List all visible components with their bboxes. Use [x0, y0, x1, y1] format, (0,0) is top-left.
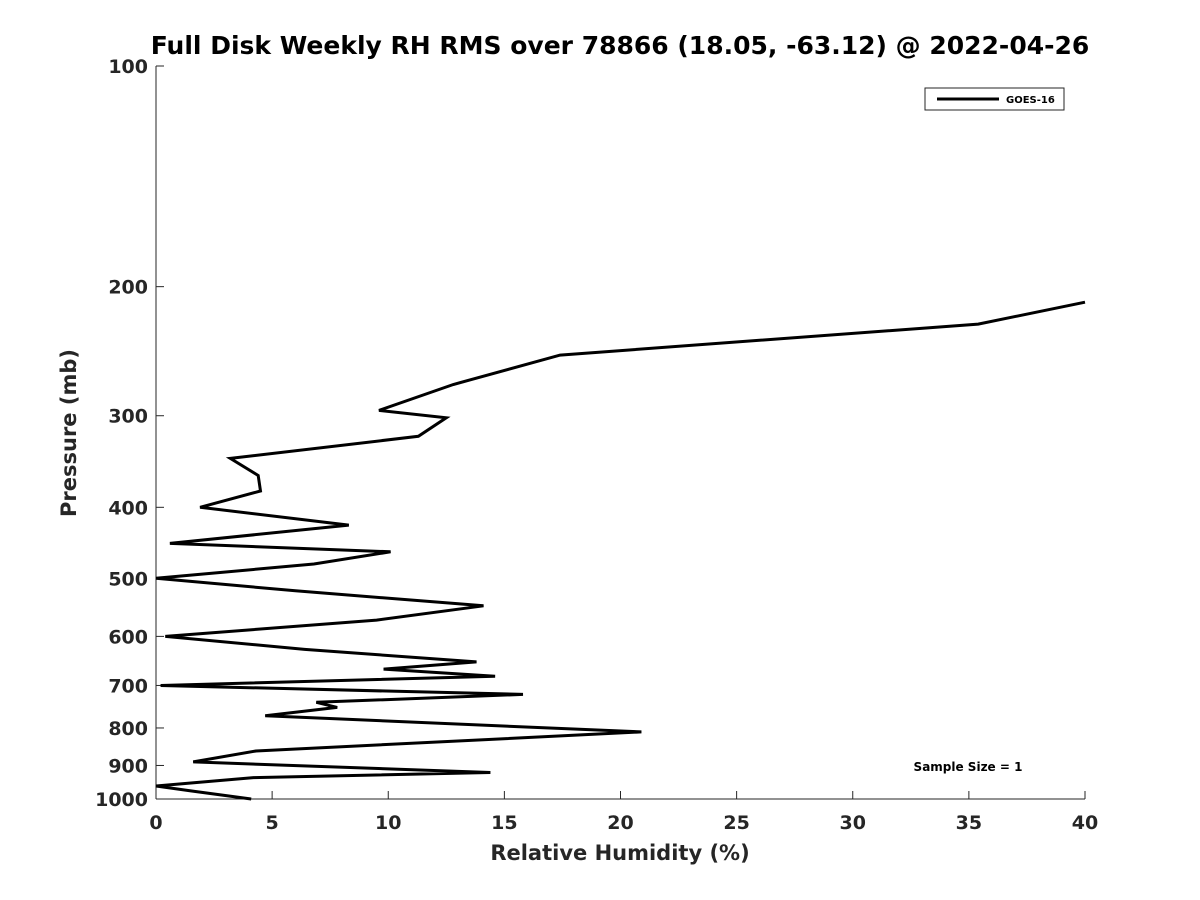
- y-tick-label: 900: [108, 755, 148, 777]
- series-layer: [155, 300, 1086, 801]
- x-tick-label: 20: [607, 812, 633, 834]
- y-axis-label: Pressure (mb): [57, 349, 81, 517]
- y-tick-label: 400: [108, 497, 148, 519]
- sample-size-annotation: Sample Size = 1: [914, 760, 1023, 774]
- x-tick-label: 15: [491, 812, 517, 834]
- x-tick-label: 10: [375, 812, 401, 834]
- x-tick-label: 30: [840, 812, 866, 834]
- x-ticks: 0 5 10 15 20 25 30 35 40: [149, 791, 1098, 834]
- y-tick-label: 1000: [95, 789, 148, 811]
- y-tick-label: 500: [108, 568, 148, 590]
- y-tick-label: 300: [108, 406, 148, 428]
- x-tick-label: 5: [266, 812, 279, 834]
- series-line: [155, 300, 1086, 801]
- x-tick-label: 0: [149, 812, 162, 834]
- legend-label: GOES-16: [1006, 95, 1055, 106]
- chart-title: Full Disk Weekly RH RMS over 78866 (18.0…: [151, 31, 1090, 60]
- y-ticks: 100 200 300 400 500 600 700 800 900 1000: [95, 56, 164, 811]
- x-tick-label: 40: [1072, 812, 1098, 834]
- y-tick-label: 200: [108, 277, 148, 299]
- y-tick-label: 600: [108, 626, 148, 648]
- legend: GOES-16: [924, 87, 1065, 111]
- x-tick-label: 25: [723, 812, 749, 834]
- y-tick-label: 800: [108, 718, 148, 740]
- y-tick-label: 700: [108, 675, 148, 697]
- x-axis-label: Relative Humidity (%): [490, 841, 749, 865]
- x-tick-label: 35: [956, 812, 982, 834]
- y-tick-label: 100: [108, 56, 148, 78]
